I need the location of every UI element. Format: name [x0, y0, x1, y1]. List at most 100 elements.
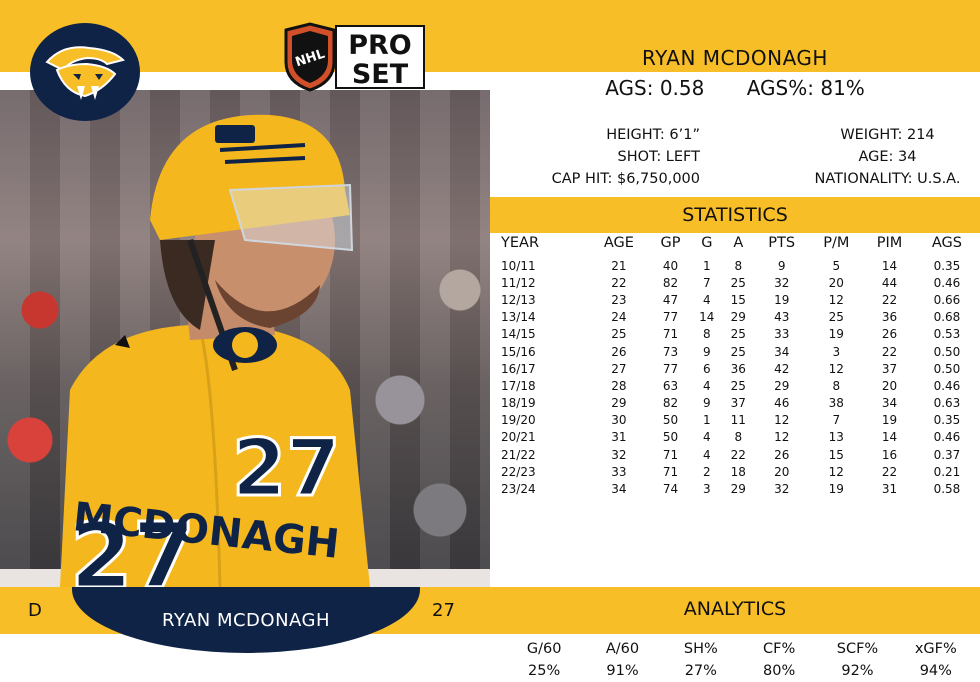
- stat-cell: 14: [699, 310, 715, 325]
- stat-cell: 44: [881, 275, 898, 290]
- analytics-label: A/60: [605, 641, 640, 657]
- stat-cell: 0.50: [933, 344, 961, 359]
- stat-cell: 25: [730, 378, 746, 393]
- stat-cell: 37: [730, 396, 746, 411]
- stat-cell: 21: [611, 258, 627, 273]
- player-name-header: RYAN MCDONAGH: [642, 46, 828, 70]
- player-position: D: [28, 600, 42, 621]
- stat-cell: 29: [611, 396, 627, 411]
- stat-cell: 26: [881, 327, 898, 342]
- svg-text:27: 27: [232, 424, 341, 514]
- stat-cell: 0.63: [933, 396, 961, 411]
- analytics-title: ANALYTICS: [683, 598, 787, 620]
- stat-cell: 0.66: [933, 292, 961, 307]
- table-row: 21/22 32 71 4 22 26 15 16 0.37: [493, 446, 978, 463]
- stat-cell: 71: [662, 464, 679, 479]
- table-row: 22/23 33 71 2 18 20 12 22 0.21: [493, 463, 978, 480]
- stat-cell: 26: [774, 447, 790, 462]
- analytics-item: SCF% 92%: [818, 638, 896, 682]
- stat-cell: 4: [702, 292, 711, 307]
- stat-cell: 30: [611, 413, 627, 428]
- stat-cell: 0.46: [933, 275, 961, 290]
- top-band: [0, 0, 980, 72]
- stat-cell: 13: [828, 430, 844, 445]
- stat-cell: 12/13: [501, 292, 536, 307]
- stat-cell: 20: [774, 464, 790, 479]
- stat-cell: 36: [881, 310, 898, 325]
- stat-cell: 33: [774, 327, 790, 342]
- stat-cell: 15: [828, 447, 844, 462]
- stat-cell: 71: [662, 447, 679, 462]
- stat-cell: 36: [730, 361, 746, 376]
- stat-cell: 77: [662, 361, 679, 376]
- analytics-item: xGF% 94%: [897, 638, 975, 682]
- stat-cell: 77: [662, 310, 679, 325]
- stat-cell: 3: [702, 482, 711, 497]
- stat-cell: 2: [702, 464, 711, 479]
- stat-header-pts: PTS: [768, 235, 796, 251]
- ags-value: AGS: 0.58: [605, 76, 705, 100]
- table-row: 20/21 31 50 4 8 12 13 14 0.46: [493, 429, 978, 446]
- stat-header-year: YEAR: [501, 235, 540, 251]
- stat-header-age: AGE: [603, 235, 634, 251]
- weight: WEIGHT: 214: [840, 127, 935, 143]
- stat-cell: 7: [702, 275, 711, 290]
- stat-cell: 47: [662, 292, 679, 307]
- stat-cell: 4: [702, 447, 711, 462]
- stat-cell: 19: [828, 482, 844, 497]
- stat-cell: 9: [777, 258, 786, 273]
- player-name-badge: RYAN MCDONAGH: [161, 609, 331, 631]
- player-photo: 27 27 MCDONAGH: [0, 90, 490, 587]
- stat-cell: 10/11: [501, 258, 536, 273]
- stat-cell: 0.53: [933, 327, 961, 342]
- stat-cell: 25: [828, 310, 844, 325]
- stat-cell: 0.37: [933, 447, 961, 462]
- stat-cell: 42: [774, 361, 790, 376]
- stat-cell: 28: [611, 378, 627, 393]
- stat-cell: 13/14: [501, 310, 536, 325]
- analytics-value: 27%: [684, 663, 717, 679]
- stat-cell: 6: [702, 361, 711, 376]
- stat-cell: 16: [881, 447, 898, 462]
- stat-cell: 20/21: [501, 430, 536, 445]
- stat-cell: 18: [730, 464, 746, 479]
- stat-cell: 19: [774, 292, 790, 307]
- stat-cell: 20: [881, 378, 898, 393]
- analytics-item: G/60 25%: [505, 638, 583, 682]
- analytics-value: 92%: [841, 663, 874, 679]
- stat-cell: 1: [702, 413, 711, 428]
- stat-cell: 24: [611, 310, 627, 325]
- stat-cell: 0.50: [933, 361, 961, 376]
- stat-cell: 12: [828, 292, 844, 307]
- stat-cell: 12: [828, 361, 844, 376]
- analytics-label: G/60: [526, 641, 562, 657]
- stat-cell: 0.46: [933, 430, 961, 445]
- stat-cell: 12: [774, 413, 790, 428]
- table-row: 12/13 23 47 4 15 19 12 22 0.66: [493, 291, 978, 308]
- stat-cell: 23: [611, 292, 627, 307]
- table-row: 19/20 30 50 1 11 12 7 19 0.35: [493, 412, 978, 429]
- stat-cell: 4: [702, 430, 711, 445]
- statistics-table: YEAR AGE GP G A PTS P/M PIM AGS 10/11 21 40 1 8 9 5 14 0…: [493, 235, 978, 498]
- stat-cell: 38: [828, 396, 844, 411]
- cap-hit: CAP HIT: $6,750,000: [551, 171, 700, 187]
- stat-cell: 37: [881, 361, 898, 376]
- statistics-body: 10/11 21 40 1 8 9 5 14 0.35 11/12 22 82 7 25 32 20 44 0.4…: [493, 257, 978, 498]
- svg-text:27: 27: [70, 504, 195, 587]
- stat-cell: 34: [881, 396, 898, 411]
- stat-cell: 22: [881, 464, 898, 479]
- analytics-label: SH%: [683, 641, 718, 657]
- stat-cell: 40: [662, 258, 679, 273]
- brand-line2: SET: [352, 59, 409, 90]
- analytics-value: 80%: [763, 663, 796, 679]
- stat-cell: 18/19: [501, 396, 536, 411]
- stat-cell: 34: [611, 482, 627, 497]
- stat-cell: 11/12: [501, 275, 536, 290]
- nationality: NATIONALITY: U.S.A.: [814, 171, 961, 187]
- stat-cell: 9: [702, 344, 711, 359]
- table-row: 17/18 28 63 4 25 29 8 20 0.46: [493, 377, 978, 394]
- stat-cell: 8: [702, 327, 711, 342]
- stat-cell: 82: [662, 396, 679, 411]
- ags-percent: AGS%: 81%: [746, 76, 865, 100]
- stat-header-g: G: [701, 235, 713, 251]
